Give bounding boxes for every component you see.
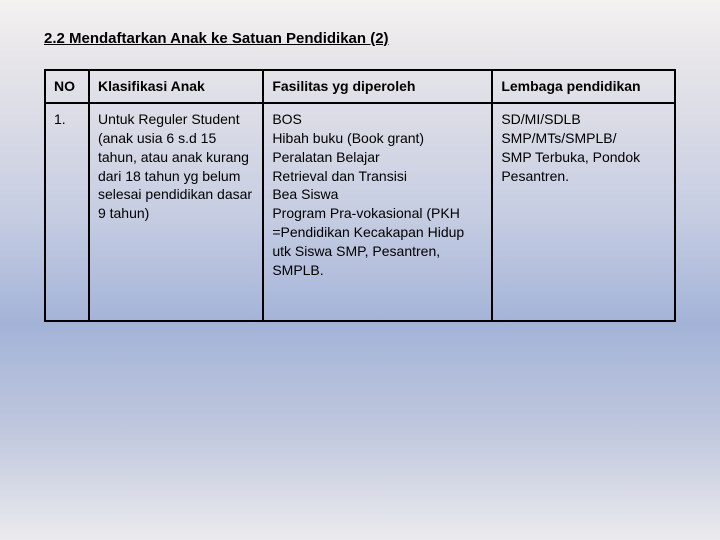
cell-lembaga: SD/MI/SDLBSMP/MTs/SMPLB/SMP Terbuka, Pon…	[492, 103, 675, 321]
header-no: NO	[45, 70, 89, 103]
education-table: NO Klasifikasi Anak Fasilitas yg diperol…	[44, 69, 676, 322]
cell-klasifikasi: Untuk Reguler Student (anak usia 6 s.d 1…	[89, 103, 263, 321]
header-lembaga: Lembaga pendidikan	[492, 70, 675, 103]
header-fasilitas: Fasilitas yg diperoleh	[263, 70, 492, 103]
header-klasifikasi: Klasifikasi Anak	[89, 70, 263, 103]
cell-fasilitas: BOSHibah buku (Book grant)Peralatan Bela…	[263, 103, 492, 321]
table-header-row: NO Klasifikasi Anak Fasilitas yg diperol…	[45, 70, 675, 103]
slide-title: 2.2 Mendaftarkan Anak ke Satuan Pendidik…	[44, 30, 676, 47]
table-row: 1. Untuk Reguler Student (anak usia 6 s.…	[45, 103, 675, 321]
cell-no: 1.	[45, 103, 89, 321]
